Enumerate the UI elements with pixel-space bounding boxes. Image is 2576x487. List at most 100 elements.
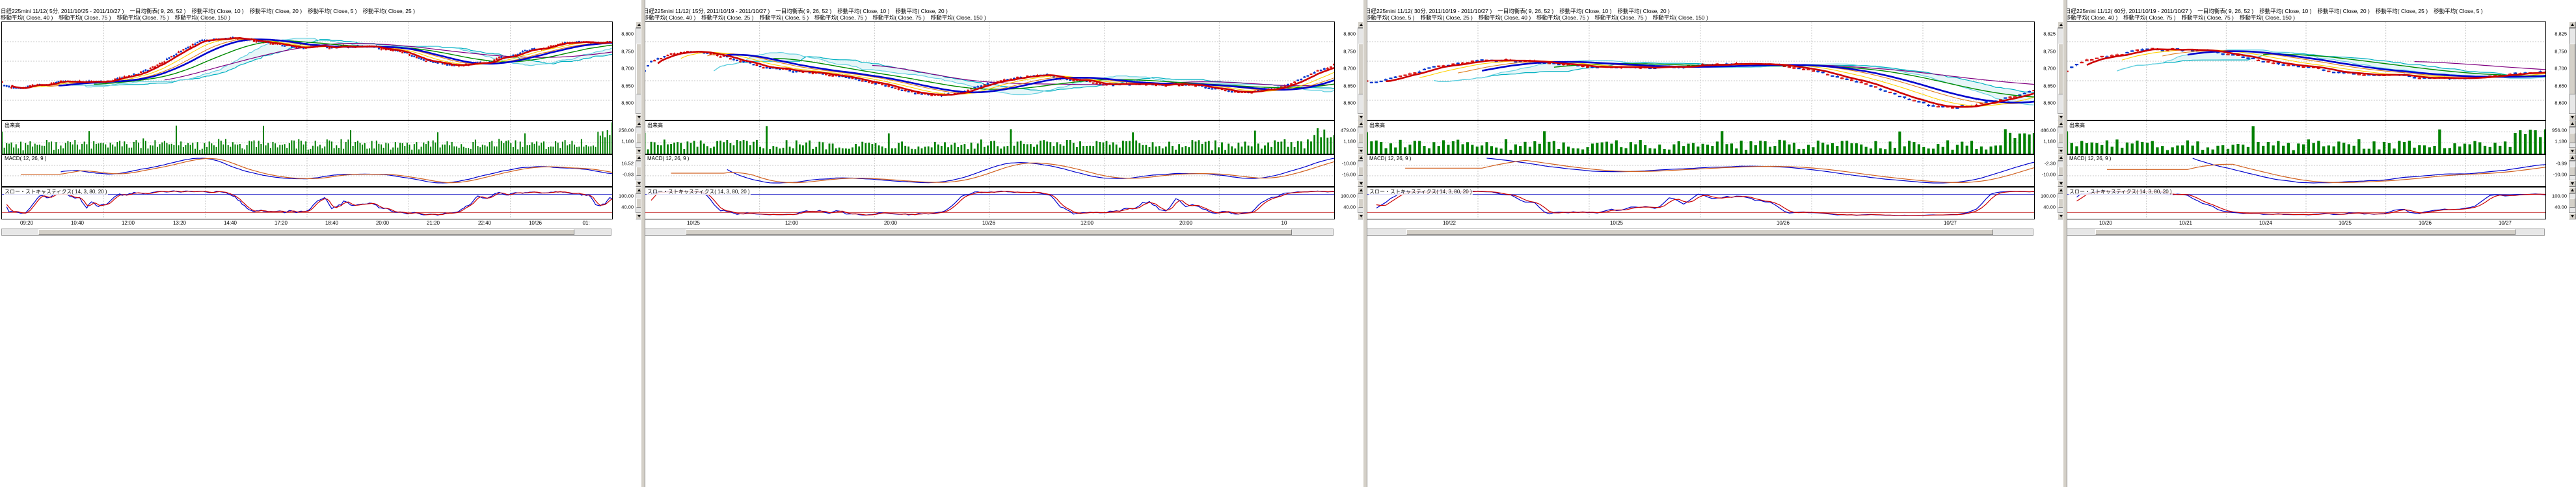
axis-tick: 8,700 <box>2555 65 2567 72</box>
header-segment: 移動平均( Close, 10 ) <box>191 8 244 14</box>
stochastics-plot[interactable]: スロー・ストキャスティクス( 14, 3, 80, 20 ) <box>644 187 1335 219</box>
macd-value-axis: 16.52 -0.93 <box>613 154 643 187</box>
axis-scroll-down-button[interactable] <box>2569 180 2576 187</box>
macd-plot[interactable]: MACD( 12, 26, 9 ) <box>1366 154 2035 187</box>
panel-splitter[interactable] <box>2063 0 2067 487</box>
axis-tick: 956.00 <box>2552 127 2567 133</box>
volume-pane[interactable]: 出来高 479.00 1,180 <box>643 120 1365 154</box>
axis-scroll-up-button[interactable] <box>2569 120 2576 127</box>
time-scrollbar[interactable] <box>1 229 611 236</box>
time-axis-tick: 10/27 <box>2498 220 2512 226</box>
stochastics-plot[interactable]: スロー・ストキャスティクス( 14, 3, 80, 20 ) <box>1 187 613 219</box>
header-segment: 一目均衡表( 9, 26, 52 ) <box>775 8 832 14</box>
axis-scroll-up-button[interactable] <box>2569 154 2576 161</box>
time-axis-tick: 14:40 <box>223 220 237 226</box>
stochastics-plot[interactable]: スロー・ストキャスティクス( 14, 3, 80, 20 ) <box>1366 187 2035 219</box>
price-pane[interactable]: 8,800 8,750 8,700 8,650 8,600 <box>643 21 1365 120</box>
header-segment: 日経225mini 11/12( 5分, 2011/10/25 - 2011/1… <box>1 8 124 14</box>
stochastics-label: スロー・ストキャスティクス( 14, 3, 80, 20 ) <box>647 188 751 195</box>
chart-panel-4[interactable]: 日経225mini 11/12( 60分, 2011/10/19 - 2011/… <box>2065 0 2576 487</box>
header-segment: 移動平均( Close, 40 ) <box>1 14 53 21</box>
time-axis-tick: 21:20 <box>426 220 440 226</box>
panel-splitter[interactable] <box>1363 0 1367 487</box>
header-segment: 移動平均( Close, 5 ) <box>2434 8 2483 14</box>
time-scrollbar[interactable] <box>1366 229 2033 236</box>
header-segment: 移動平均( Close, 150 ) <box>1652 14 1708 21</box>
time-axis: 09:20 10:40 12:00 13:20 14:40 17:20 18:40 20:00… <box>1 219 643 228</box>
macd-plot[interactable]: MACD( 12, 26, 9 ) <box>2066 154 2546 187</box>
price-axis-scrollbar[interactable] <box>2569 28 2576 114</box>
panel-splitter[interactable] <box>641 0 645 487</box>
price-plot[interactable] <box>2066 21 2546 120</box>
header-segment: 移動平均( Close, 5 ) <box>759 14 809 21</box>
axis-scroll-down-button[interactable] <box>2569 148 2576 154</box>
header-segment: 一目均衡表( 9, 26, 52 ) <box>2197 8 2254 14</box>
chart-stack: 8,800 8,750 8,700 8,650 8,600 出来高 479.00 1,180 M… <box>643 21 1365 487</box>
stochastics-pane[interactable]: スロー・ストキャスティクス( 14, 3, 80, 20 ) 100.00 40.0… <box>2065 187 2576 219</box>
volume-plot[interactable]: 出来高 <box>1 120 613 154</box>
axis-tick: 1,180 <box>2555 138 2567 145</box>
chart-panel-3[interactable]: 日経225mini 11/12( 30分, 2011/10/19 - 2011/… <box>1365 0 2065 487</box>
stochastics-pane[interactable]: スロー・ストキャスティクス( 14, 3, 80, 20 ) 100.00 40.0… <box>643 187 1365 219</box>
macd-plot[interactable]: MACD( 12, 26, 9 ) <box>1 154 613 187</box>
header-segment: 移動平均( Close, 5 ) <box>1365 14 1415 21</box>
axis-tick: 8,600 <box>621 100 634 106</box>
axis-scroll-down-button[interactable] <box>2569 213 2576 219</box>
header-segment: 移動平均( Close, 20 ) <box>1617 8 1670 14</box>
volume-pane[interactable]: 出来高 486.00 1,180 <box>1365 120 2065 154</box>
chart-panel-2[interactable]: 日経225mini 11/12( 15分, 2011/10/19 - 2011/… <box>643 0 1365 487</box>
volume-pane[interactable]: 出来高 258.00 1,180 <box>0 120 643 154</box>
header-segment: 移動平均( Close, 150 ) <box>2239 14 2295 21</box>
stochastics-pane[interactable]: スロー・ストキャスティクス( 14, 3, 80, 20 ) 100.00 40.0… <box>0 187 643 219</box>
stoch-axis-scrollbar[interactable] <box>2569 193 2576 213</box>
price-pane[interactable]: 8,825 8,750 8,700 8,650 8,600 <box>1365 21 2065 120</box>
macd-pane[interactable]: MACD( 12, 26, 9 ) -0.99 -10.00 <box>2065 154 2576 187</box>
header-segment: 移動平均( Close, 75 ) <box>814 14 867 21</box>
time-axis: 10/20 10/21 10/24 10/25 10/26 10/27 <box>2066 219 2576 228</box>
price-plot[interactable] <box>644 21 1335 120</box>
price-pane[interactable]: 8,825 8,750 8,700 8,650 8,600 <box>2065 21 2576 120</box>
time-axis-tick: 10 <box>1281 220 1287 226</box>
chart-panel-1[interactable]: 日経225mini 11/12( 5分, 2011/10/25 - 2011/1… <box>0 0 643 487</box>
macd-pane[interactable]: MACD( 12, 26, 9 ) -10.00 -16.00 <box>643 154 1365 187</box>
macd-pane[interactable]: MACD( 12, 26, 9 ) -2.30 -10.00 <box>1365 154 2065 187</box>
volume-plot[interactable]: 出来高 <box>2066 120 2546 154</box>
time-axis-tick: 13:20 <box>172 220 187 226</box>
price-pane[interactable]: 8,800 8,750 8,700 8,650 8,600 <box>0 21 643 120</box>
axis-tick: 100.00 <box>2041 193 2056 199</box>
macd-plot[interactable]: MACD( 12, 26, 9 ) <box>644 154 1335 187</box>
volume-plot[interactable]: 出来高 <box>1366 120 2035 154</box>
panel-header-line2: 移動平均( Close, 40 ) 移動平均( Close, 75 ) 移動平均( … <box>1 15 236 21</box>
header-segment: 移動平均( Close, 20 ) <box>2317 8 2370 14</box>
panel-header-line1: 日経225mini 11/12( 15分, 2011/10/19 - 2011/… <box>643 8 954 14</box>
stoch-value-axis: 100.00 40.00 <box>1335 187 1365 219</box>
price-plot[interactable] <box>1366 21 2035 120</box>
time-axis-tick: 10/24 <box>2259 220 2273 226</box>
macd-value-axis: -2.30 -10.00 <box>2035 154 2065 187</box>
header-segment: 移動平均( Close, 40 ) <box>2065 14 2118 21</box>
axis-scroll-down-button[interactable] <box>2569 114 2576 120</box>
macd-pane[interactable]: MACD( 12, 26, 9 ) 16.52 -0.93 <box>0 154 643 187</box>
axis-tick: -0.99 <box>2555 160 2567 167</box>
panel-header-line2: 移動平均( Close, 40 ) 移動平均( Close, 25 ) 移動平均( … <box>643 15 992 21</box>
chart-stack: 8,800 8,750 8,700 8,650 8,600 出来高 258.00 1,180 M… <box>0 21 643 487</box>
time-scrollbar[interactable] <box>2066 229 2545 236</box>
volume-plot[interactable]: 出来高 <box>644 120 1335 154</box>
axis-tick: 8,650 <box>1343 83 1356 89</box>
price-value-axis: 8,825 8,750 8,700 8,650 8,600 <box>2546 21 2576 120</box>
stochastics-pane[interactable]: スロー・ストキャスティクス( 14, 3, 80, 20 ) 100.00 40.0… <box>1365 187 2065 219</box>
time-scrollbar[interactable] <box>644 229 1334 236</box>
macd-axis-scrollbar[interactable] <box>2569 161 2576 180</box>
axis-scroll-up-button[interactable] <box>2569 21 2576 28</box>
header-segment: 移動平均( Close, 75 ) <box>2181 14 2234 21</box>
volume-pane[interactable]: 出来高 956.00 1,180 <box>2065 120 2576 154</box>
stochastics-plot[interactable]: スロー・ストキャスティクス( 14, 3, 80, 20 ) <box>2066 187 2546 219</box>
axis-tick: 100.00 <box>619 193 634 199</box>
volume-axis-scrollbar[interactable] <box>2569 127 2576 148</box>
header-segment: 一目均衡表( 9, 26, 52 ) <box>1497 8 1554 14</box>
axis-tick: 1,180 <box>621 138 634 145</box>
time-axis-tick: 10/27 <box>1943 220 1957 226</box>
axis-scroll-up-button[interactable] <box>2569 187 2576 193</box>
price-value-axis: 8,825 8,750 8,700 8,650 8,600 <box>2035 21 2065 120</box>
price-plot[interactable] <box>1 21 613 120</box>
